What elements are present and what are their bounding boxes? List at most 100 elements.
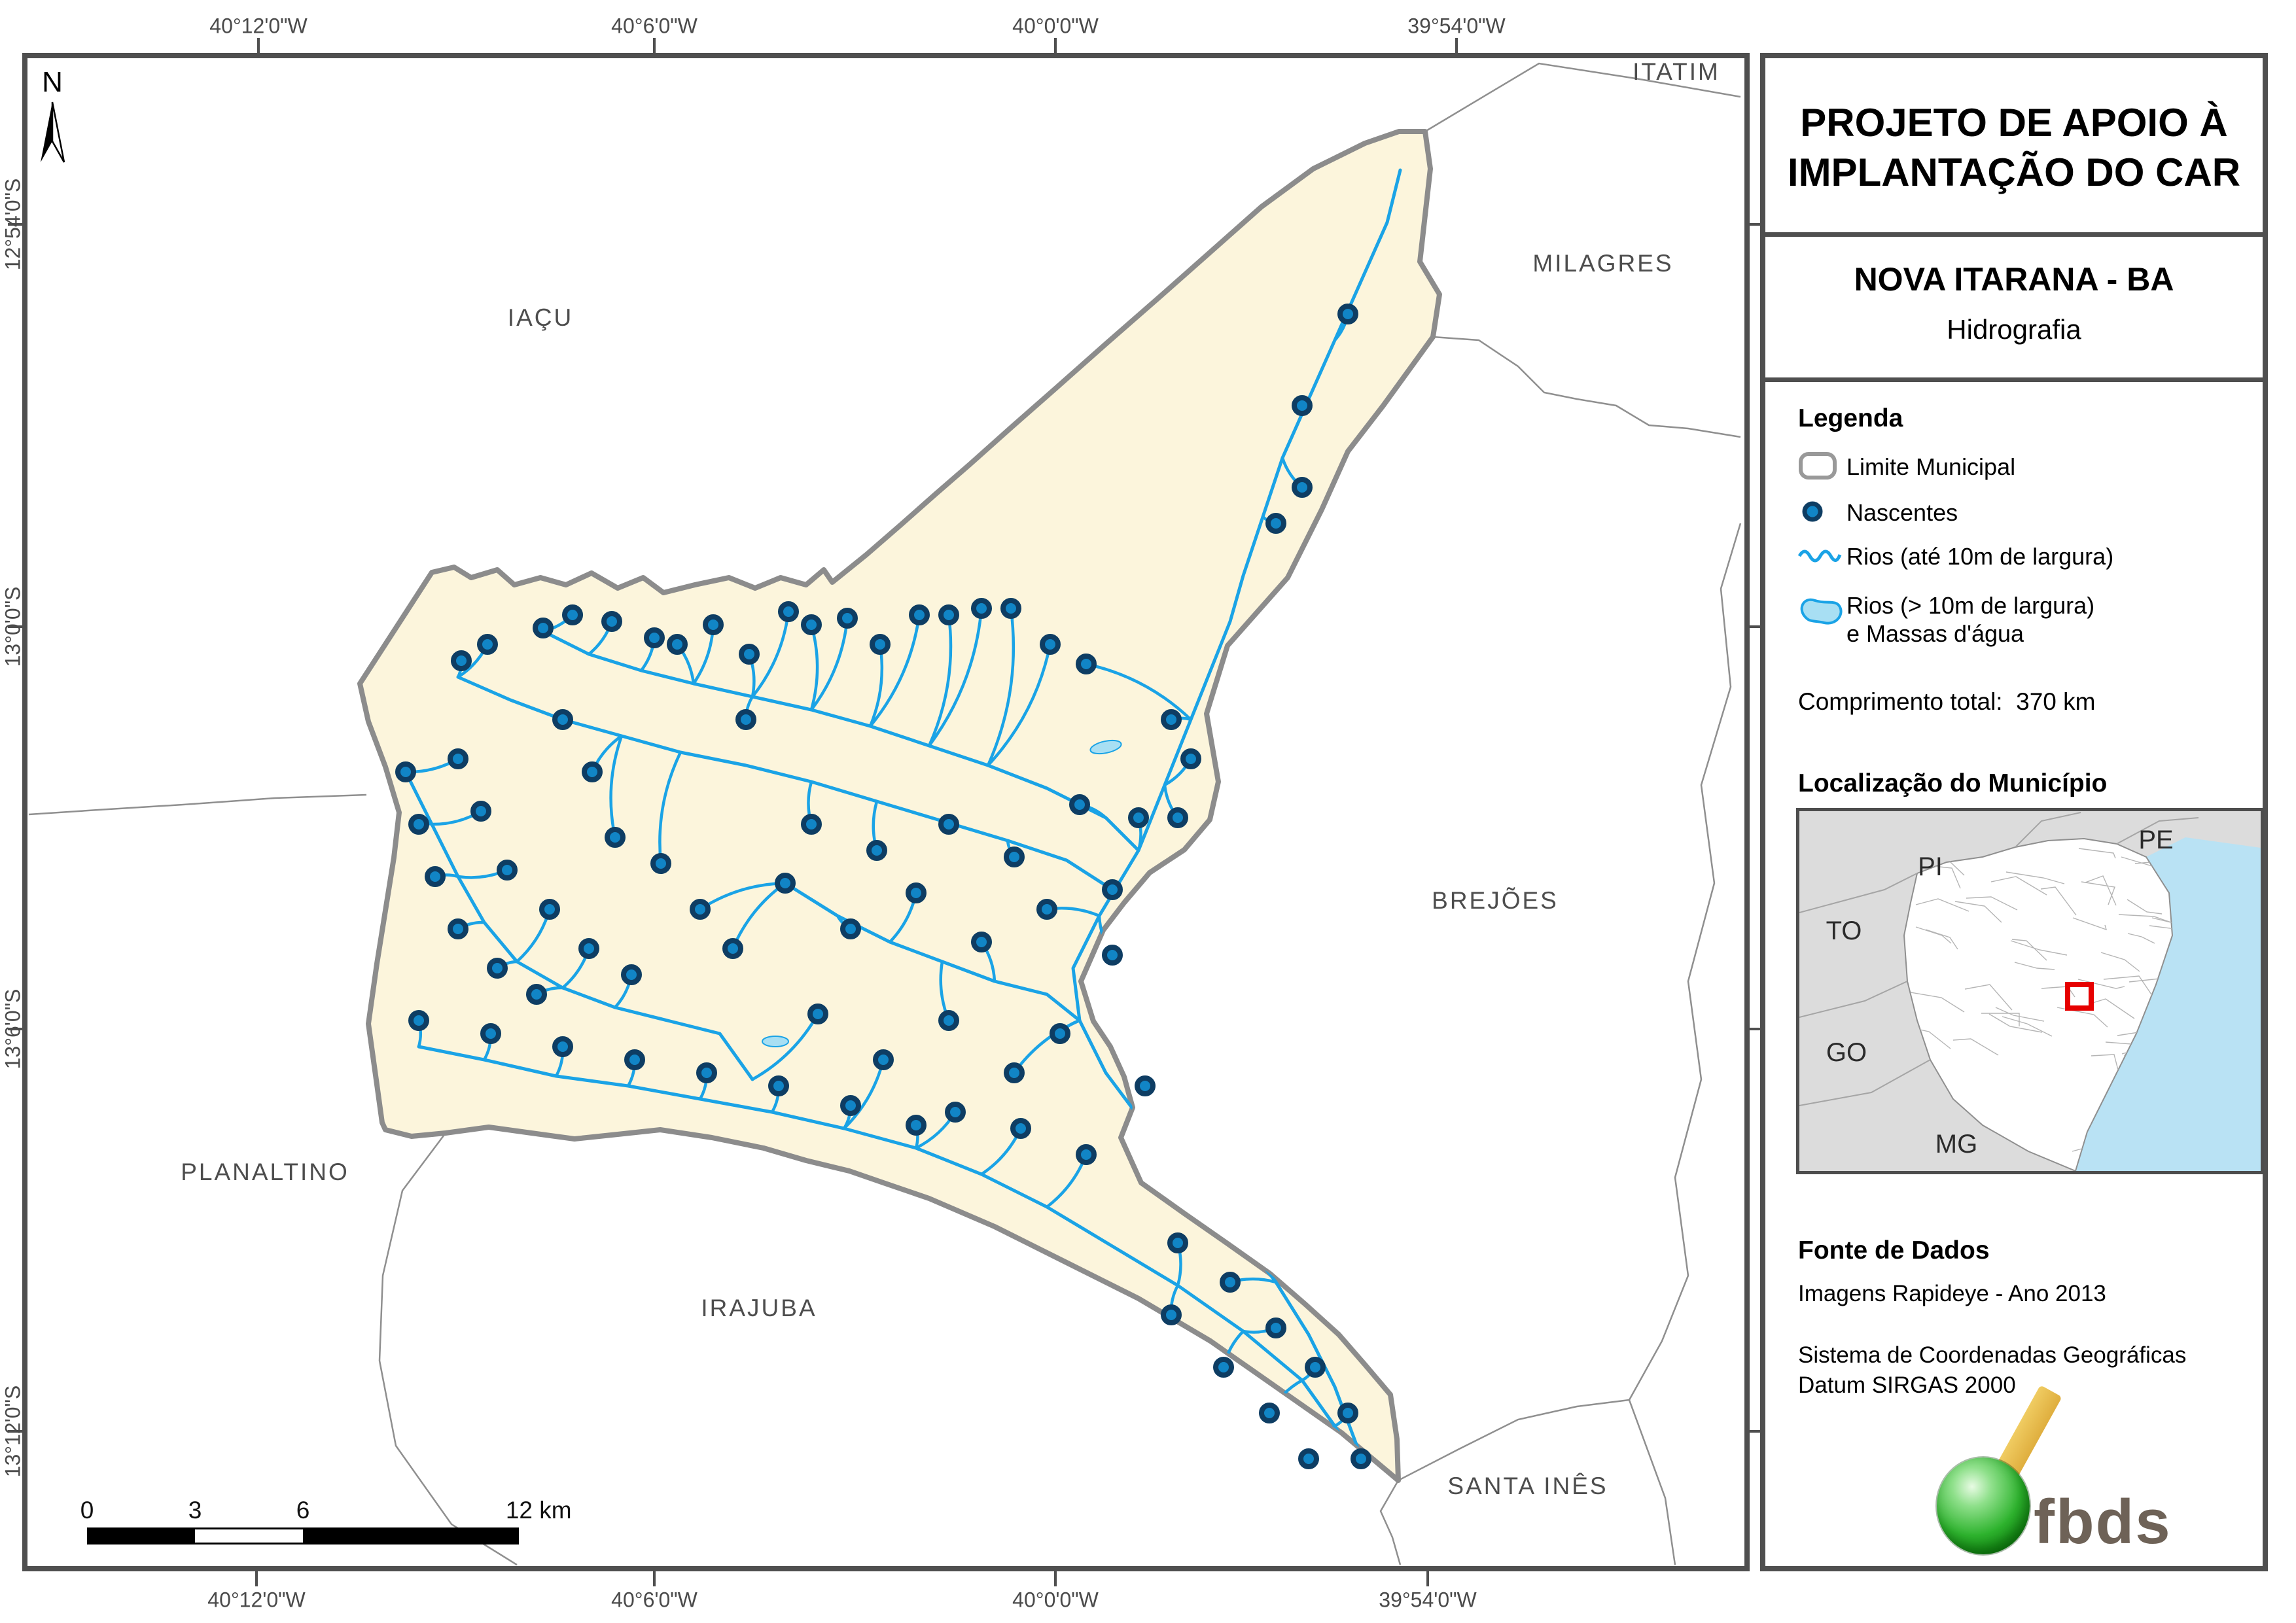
total-label: Comprimento total: xyxy=(1798,688,2003,715)
legend-icons xyxy=(1798,452,1843,625)
nascente-dot xyxy=(1213,1357,1234,1378)
legend-item-rios: Rios (até 10m de largura) xyxy=(1846,543,2114,570)
nascente-dot xyxy=(562,604,583,625)
river-branch xyxy=(751,610,790,699)
inset-label-to: TO xyxy=(1826,916,1862,945)
nascente-dot xyxy=(938,604,959,625)
neighbor-label-itatim: ITATIM xyxy=(1633,58,1720,85)
nascente-dot xyxy=(408,814,429,835)
tick-top-2 xyxy=(653,38,656,53)
nascente-dot xyxy=(906,1115,927,1136)
water-body xyxy=(1089,739,1122,755)
legend-item-rios-largos-l1: Rios (> 10m de largura) xyxy=(1846,592,2095,619)
river-branch xyxy=(1084,662,1193,722)
nascente-dot xyxy=(778,601,799,622)
river-branch xyxy=(927,613,953,748)
nascente-dot xyxy=(578,938,599,959)
scale-label-12: 12 km xyxy=(505,1497,572,1524)
tick-left-2 xyxy=(8,625,22,628)
nascente-dot xyxy=(801,814,822,835)
nascente-dot xyxy=(1000,598,1021,619)
nascente-dot xyxy=(470,801,491,822)
nascente-dot xyxy=(582,761,603,782)
nascente-dot xyxy=(395,761,416,782)
legend-rio-icon xyxy=(1798,550,1842,563)
scale-label-6: 6 xyxy=(296,1497,310,1524)
nascente-dot xyxy=(739,644,760,665)
nascente-dot xyxy=(451,650,472,671)
coord-bottom-3: 40°0'0"W xyxy=(1012,1588,1099,1612)
neighbor-label-brejoes: BREJÕES xyxy=(1432,887,1559,914)
nascente-dot xyxy=(477,634,498,655)
nascente-dot xyxy=(1305,1357,1326,1378)
coord-top-3: 40°0'0"W xyxy=(1012,14,1099,38)
river-branch xyxy=(658,750,682,865)
neighbor-label-planaltino: PLANALTINO xyxy=(181,1159,349,1185)
inset-label-pi: PI xyxy=(1918,852,1943,881)
nascente-dot xyxy=(1004,1062,1025,1083)
location-inset-map: PI TO GO MG PE xyxy=(1799,812,2261,1171)
river-line xyxy=(417,1045,1356,1461)
water-body xyxy=(762,1036,789,1047)
fbds-logo-sphere xyxy=(1937,1457,2030,1554)
coord-left-1: 12°54'0"S xyxy=(1,178,25,271)
nascente-dot xyxy=(1036,899,1057,920)
page-title-line2: IMPLANTAÇÃO DO CAR xyxy=(1787,150,2241,194)
nascente-dot xyxy=(866,840,887,861)
panel-divider-title xyxy=(1760,232,2268,237)
nascente-dot xyxy=(1128,807,1149,828)
river-line xyxy=(541,629,1140,852)
tick-bottom-1 xyxy=(255,1571,258,1586)
inset-state-border xyxy=(2015,812,2081,848)
nascente-dot xyxy=(870,634,891,655)
nascente-dot xyxy=(722,938,743,959)
nascente-dot xyxy=(621,964,642,985)
nascente-dot xyxy=(775,873,796,894)
legend-massa-agua-icon xyxy=(1800,598,1843,625)
nascente-dot xyxy=(539,899,560,920)
nascentes-layer xyxy=(395,304,1371,1469)
nascente-dot xyxy=(840,1095,861,1116)
nascente-dot xyxy=(873,1049,894,1070)
tick-right-3 xyxy=(1750,1028,1760,1030)
nascente-dot xyxy=(624,1049,645,1070)
inset-bahia-state xyxy=(1903,837,2174,1171)
nascente-dot xyxy=(480,1023,501,1044)
nascente-dot xyxy=(906,882,927,903)
nascente-dot xyxy=(909,604,930,625)
nascente-dot xyxy=(1298,1448,1319,1469)
legend-nascente-icon xyxy=(1802,501,1823,522)
river-branch xyxy=(986,606,1016,767)
nascente-dot xyxy=(552,1036,573,1057)
neighbor-label-milagres: MILAGRES xyxy=(1532,250,1674,277)
inset-ocean xyxy=(2075,837,2261,1171)
nascente-dot xyxy=(448,918,468,939)
coord-bottom-1: 40°12'0"W xyxy=(207,1588,306,1612)
nascente-dot xyxy=(1259,1403,1280,1423)
nascente-dot xyxy=(552,709,573,730)
nascente-dot xyxy=(703,614,724,635)
nascente-dot xyxy=(487,958,508,979)
nascente-dot xyxy=(1050,1023,1070,1044)
nascente-dot xyxy=(938,814,959,835)
nascente-dot xyxy=(497,860,518,881)
scale-bar-white-segment xyxy=(195,1529,303,1543)
nascente-dot xyxy=(650,853,671,874)
nascente-dot xyxy=(605,827,626,848)
nascente-dot xyxy=(1069,794,1090,815)
nascente-dot xyxy=(690,899,711,920)
coord-left-4: 13°12'0"S xyxy=(1,1385,25,1478)
nascente-dot xyxy=(801,614,822,635)
tick-left-4 xyxy=(8,1430,22,1433)
legend-limite-icon xyxy=(1799,452,1837,480)
nascente-dot xyxy=(768,1075,789,1096)
nascente-dot xyxy=(667,634,688,655)
tick-bottom-3 xyxy=(1054,1571,1057,1586)
nascente-dot xyxy=(1040,634,1061,655)
nascente-dot xyxy=(1161,709,1182,730)
inset-municipality-marker xyxy=(2065,982,2094,1011)
nascente-dot xyxy=(1292,395,1313,416)
nascente-dot xyxy=(1004,846,1025,867)
nascente-dot xyxy=(1180,748,1201,769)
